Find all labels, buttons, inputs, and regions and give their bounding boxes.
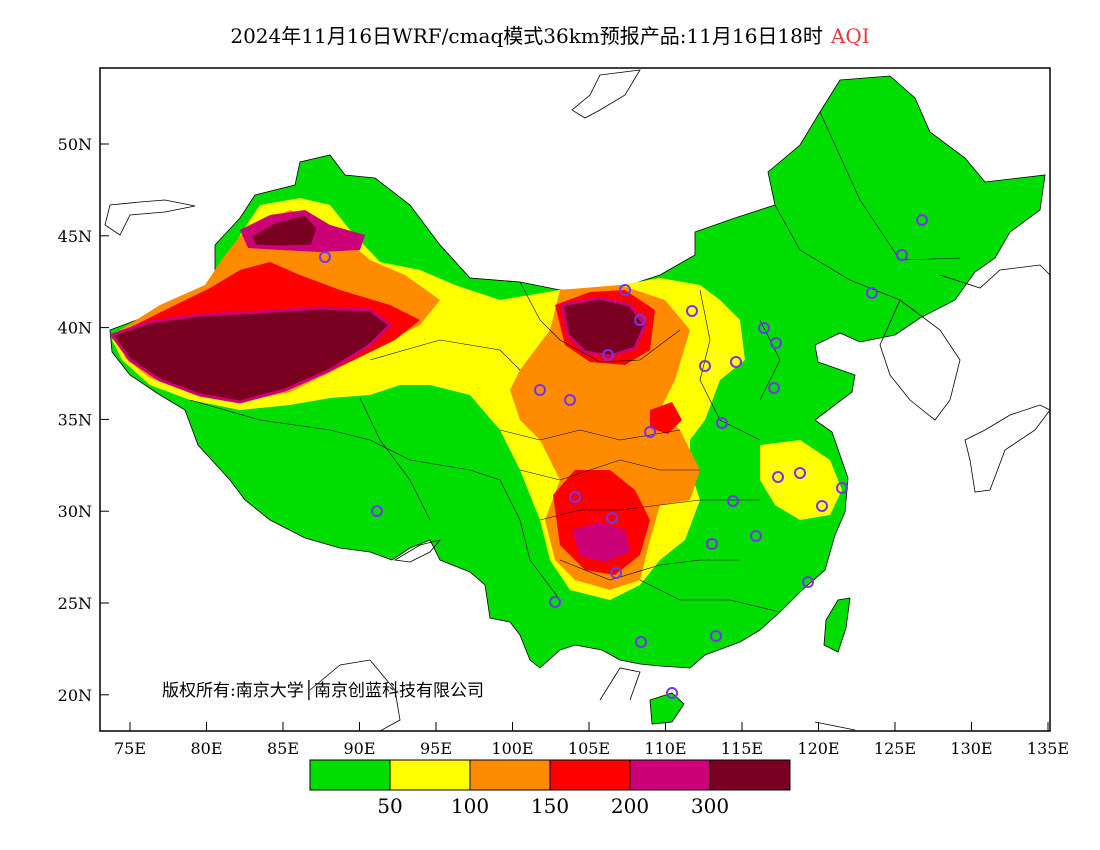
- aqi-moderate-east: [760, 440, 842, 520]
- station-marker: [686, 305, 698, 317]
- lon-tick-label: 85E: [267, 739, 299, 758]
- lon-tick-label: 90E: [343, 739, 375, 758]
- lat-tick-label: 20N: [58, 686, 92, 705]
- station-marker: [768, 382, 780, 394]
- lon-tick-label: 115E: [721, 739, 763, 758]
- colorbar-label: 150: [531, 794, 569, 818]
- station-marker: [727, 495, 739, 507]
- station-marker: [802, 576, 814, 588]
- station-marker: [564, 394, 576, 406]
- station-marker: [866, 287, 878, 299]
- lat-tick-label: 35N: [58, 410, 92, 429]
- map-frame: [99, 67, 1051, 732]
- station-marker: [750, 530, 762, 542]
- colorbar-swatch: [389, 759, 471, 791]
- lon-tick-label: 75E: [114, 739, 146, 758]
- aqi-hazardous-dzungaria: [248, 212, 320, 249]
- station-marker: [699, 360, 711, 372]
- lat-tick-label: 30N: [58, 502, 92, 521]
- hainan-island: [649, 692, 685, 725]
- lon-tick-label: 100E: [491, 739, 533, 758]
- colorbar-swatch: [629, 759, 711, 791]
- aqi-hazardous-tarim: [109, 306, 393, 404]
- station-marker: [644, 426, 656, 438]
- lat-tick-label: 50N: [58, 135, 92, 154]
- aqi-colorbar: 50 100 150 200 300: [309, 759, 791, 818]
- station-marker: [836, 482, 848, 494]
- lon-tick-label: 125E: [874, 739, 916, 758]
- station-marker: [794, 467, 806, 479]
- station-marker: [772, 471, 784, 483]
- aqi-unhealthy-central: [650, 402, 682, 434]
- station-markers: [319, 214, 928, 699]
- title-text: 2024年11月16日WRF/cmaq模式36km预报产品:11月16日18时: [230, 24, 823, 48]
- station-marker: [706, 538, 718, 550]
- station-marker: [319, 251, 331, 263]
- station-marker: [635, 636, 647, 648]
- title-variable: AQI: [830, 24, 870, 48]
- station-marker: [634, 314, 646, 326]
- colorbar-label: 50: [377, 794, 402, 818]
- colorbar-swatch: [549, 759, 631, 791]
- lon-tick-label: 105E: [568, 739, 610, 758]
- station-marker: [549, 596, 561, 608]
- lon-tick-label: 130E: [950, 739, 992, 758]
- lat-tick-label: 25N: [58, 594, 92, 613]
- station-marker: [916, 214, 928, 226]
- station-marker: [666, 687, 678, 699]
- station-marker: [770, 337, 782, 349]
- station-marker: [602, 349, 614, 361]
- lon-tick-label: 80E: [190, 739, 222, 758]
- lon-tick-label: 95E: [420, 739, 452, 758]
- station-marker: [710, 630, 722, 642]
- station-marker: [606, 512, 618, 524]
- map-title: 2024年11月16日WRF/cmaq模式36km预报产品:11月16日18时 A…: [0, 20, 1100, 49]
- lon-tick-label: 120E: [797, 739, 839, 758]
- lat-tick-label: 40N: [58, 319, 92, 338]
- taiwan-island: [823, 597, 851, 653]
- aqi-hazardous-ordos: [560, 296, 647, 358]
- copyright-text: 版权所有:南京大学│南京创蓝科技有限公司: [162, 680, 484, 701]
- aqi-very-unhealthy-southwest: [572, 522, 630, 562]
- station-marker: [716, 417, 728, 429]
- station-marker: [610, 567, 622, 579]
- station-marker: [569, 491, 581, 503]
- colorbar-label: 200: [611, 794, 649, 818]
- station-marker: [896, 249, 908, 261]
- lon-tick-label: 110E: [644, 739, 686, 758]
- station-marker: [816, 500, 828, 512]
- lat-tick-label: 45N: [58, 227, 92, 246]
- lon-tick-label: 135E: [1027, 739, 1069, 758]
- colorbar-label: 100: [451, 794, 489, 818]
- colorbar-swatch: [709, 759, 791, 791]
- colorbar-label: 300: [691, 794, 729, 818]
- latitude-axis: 50N 45N 40N 35N 30N 25N 20N: [58, 135, 109, 705]
- coastlines: [104, 69, 1051, 732]
- colorbar-swatch: [469, 759, 551, 791]
- station-marker: [371, 505, 383, 517]
- station-marker: [619, 284, 631, 296]
- longitude-axis: 75E 80E 85E 90E 95E 100E 105E 110E 115E 120E 125E 1…: [114, 722, 1069, 758]
- colorbar-swatch: [309, 759, 391, 791]
- station-marker: [758, 322, 770, 334]
- station-marker: [534, 384, 546, 396]
- station-marker: [730, 356, 742, 368]
